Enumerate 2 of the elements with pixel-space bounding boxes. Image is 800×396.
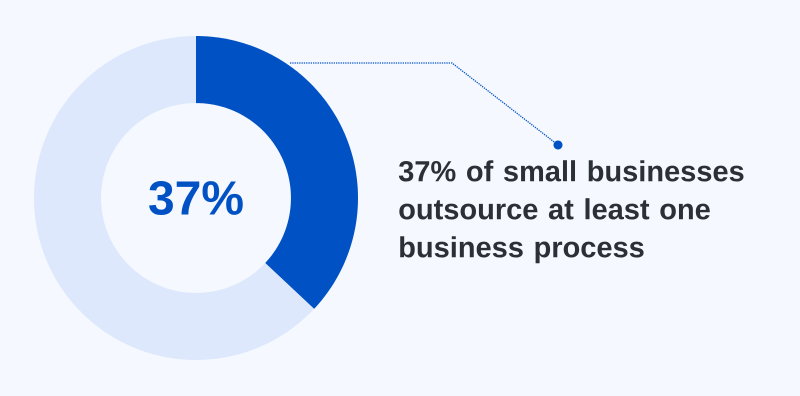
text: 37%	[149, 180, 243, 216]
text: 37% of small businesses outsource at least one business process	[398, 160, 744, 264]
